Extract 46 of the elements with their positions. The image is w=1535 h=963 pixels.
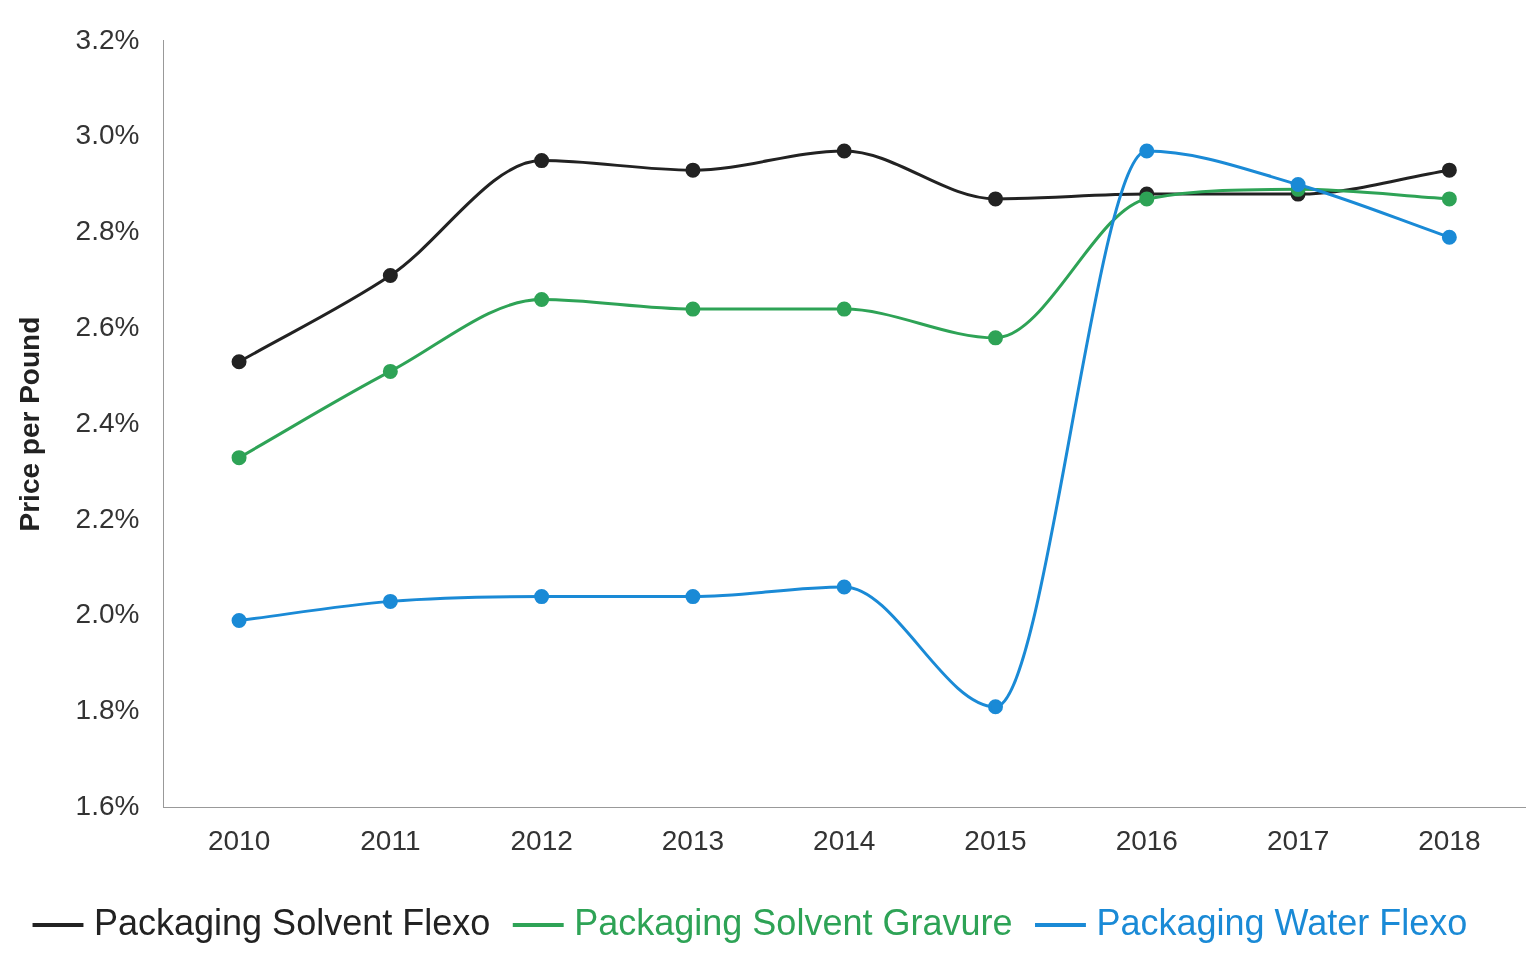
- point: [231, 450, 247, 466]
- point: [685, 162, 701, 178]
- point: [534, 292, 550, 308]
- x-tick-label: 2015: [964, 824, 1027, 856]
- y-tick-label: 2.2%: [75, 502, 140, 534]
- point: [382, 268, 398, 284]
- x-tick-label: 2012: [510, 824, 573, 856]
- point: [231, 354, 247, 370]
- point: [988, 699, 1003, 715]
- legend-label: Packaging Water Flexo: [1096, 901, 1468, 943]
- y-tick-label: 3.2%: [75, 23, 140, 55]
- x-tick-label: 2013: [661, 824, 725, 856]
- x-tick-label: 2010: [207, 824, 271, 856]
- point: [1441, 191, 1457, 207]
- point: [836, 143, 852, 159]
- y-tick-label: 2.6%: [75, 310, 140, 342]
- x-tick-label: 2018: [1418, 824, 1481, 856]
- point: [534, 589, 550, 605]
- y-tick-label: 3.0%: [75, 119, 140, 151]
- point: [1290, 177, 1306, 193]
- x-tick-label: 2017: [1266, 824, 1330, 856]
- legend-label: Packaging Solvent Flexo: [94, 901, 491, 943]
- y-tick-label: 2.4%: [75, 406, 140, 438]
- point: [1441, 229, 1457, 245]
- point: [685, 589, 701, 605]
- legend-label: Packaging Solvent Gravure: [574, 901, 1013, 943]
- y-tick-label: 1.8%: [75, 694, 140, 726]
- point: [1139, 191, 1155, 207]
- point: [836, 579, 852, 595]
- x-tick-label: 2011: [360, 824, 421, 856]
- point: [1441, 162, 1457, 178]
- y-tick-label: 2.8%: [75, 215, 140, 247]
- point: [988, 191, 1003, 207]
- point: [382, 363, 398, 379]
- y-axis-title: Price per Pound: [13, 316, 45, 532]
- x-tick-label: 2014: [813, 824, 876, 856]
- point: [231, 613, 247, 629]
- point: [1139, 143, 1155, 159]
- x-tick-label: 2016: [1115, 824, 1178, 856]
- point: [534, 153, 550, 169]
- y-tick-label: 2.0%: [75, 598, 140, 630]
- point: [988, 330, 1003, 346]
- point: [685, 301, 701, 317]
- point: [836, 301, 852, 317]
- y-tick-label: 1.6%: [75, 790, 140, 822]
- point: [382, 593, 398, 609]
